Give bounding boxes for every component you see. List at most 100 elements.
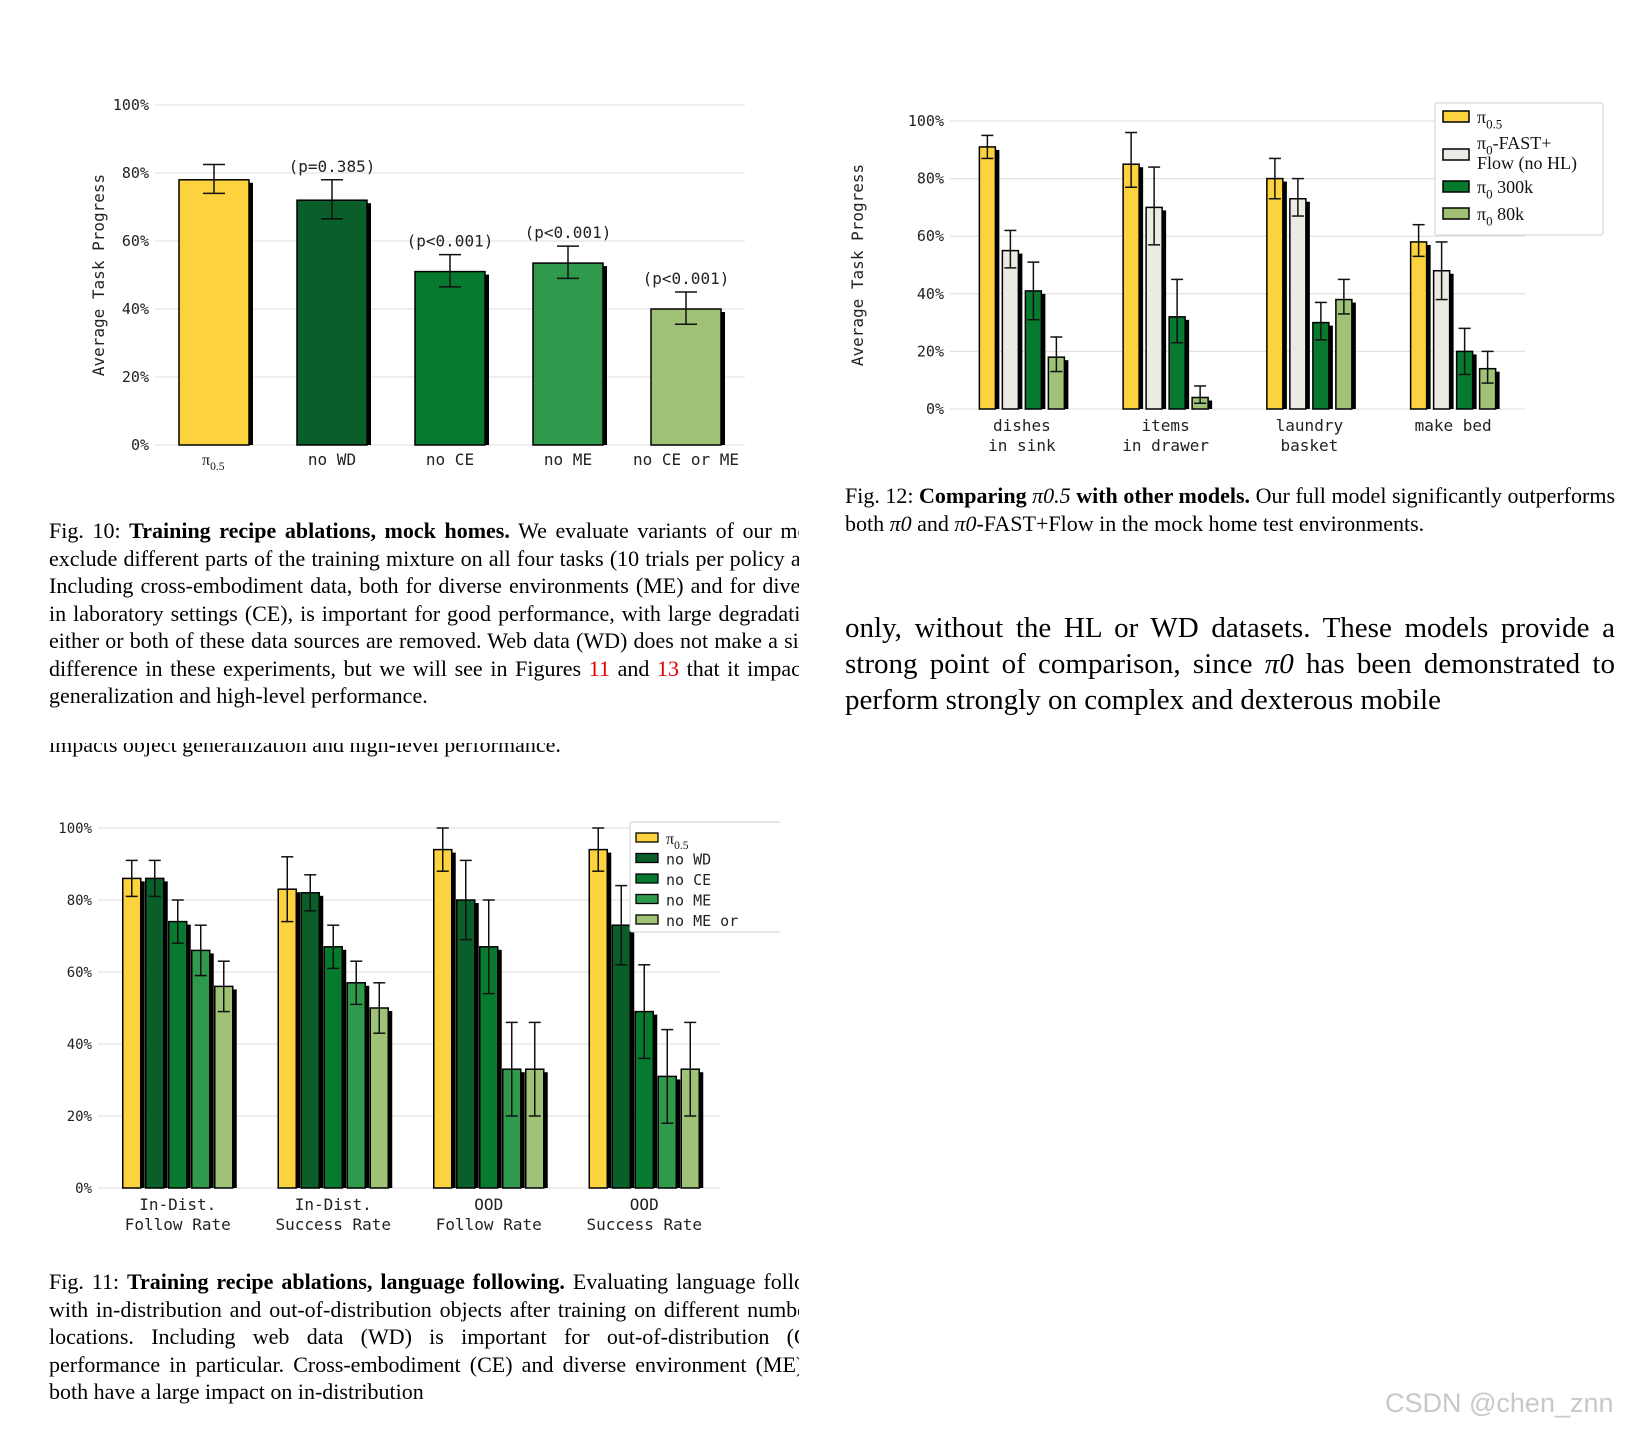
fig11-bar xyxy=(277,888,297,1189)
fig10-caption-label: Fig. 10: xyxy=(49,518,130,543)
watermark: CSDN @chen_znn xyxy=(1385,1388,1614,1418)
fig10-pvalue: (p<0.001) xyxy=(525,223,612,242)
fig11-xtick: Follow Rate xyxy=(125,1215,231,1234)
body-paragraph: only, without the HL or WD datasets. The… xyxy=(845,610,1615,720)
fig12-legend-swatch xyxy=(1442,110,1470,123)
fig10-caption-title: Training recipe ablations, mock homes. xyxy=(129,518,510,543)
fig11-ytick: 80% xyxy=(67,893,93,909)
fig12-bar xyxy=(1409,241,1428,410)
fig11-legend-box xyxy=(629,821,780,933)
fig11-bar xyxy=(300,892,320,1189)
fig11-bar xyxy=(191,949,211,1189)
fig10-xtick: no CE xyxy=(426,450,474,469)
fig11-chart: 0% 20% 40% 60% 80% 100% In-Dist. Follow Rate In-… xyxy=(40,808,780,1248)
fig12-xtick: laundry xyxy=(1276,416,1344,435)
fig11-caption-title: Training recipe ablations, language foll… xyxy=(127,1269,565,1294)
fig10-xtick: no ME xyxy=(544,450,592,469)
fig12-svg: 0% 20% 40% 60% 80% 100% Average Task Progress d… xyxy=(848,102,1604,455)
fig12-caption-text-3: -FAST+Flow in the mock home test environ… xyxy=(976,510,1425,536)
fig11-legend-label: no ME xyxy=(666,892,711,910)
fig12-bar xyxy=(1001,249,1020,410)
fig10-xtick: no CE or ME xyxy=(633,450,739,469)
fig10-xtick: π0.5 xyxy=(202,452,225,473)
fig10-ytick: 80% xyxy=(122,164,149,182)
fig12-caption-math-2: π0 xyxy=(954,510,977,536)
fig12-caption-text-1: Our full model significantly outperforms… xyxy=(845,483,1615,536)
fig10-ytick: 0% xyxy=(131,436,149,454)
fig12-caption-title-1: Comparing xyxy=(919,483,1033,508)
fig10-svg: 0% 20% 40% 60% 80% 100% Average Task Progress π… xyxy=(89,96,745,473)
fig11-caption-text: Evaluating language following with in-di… xyxy=(49,1269,799,1404)
fig11-bar xyxy=(122,877,142,1189)
fig11-caption-label: Fig. 11: xyxy=(49,1269,127,1294)
fig10-caption-overflow-text: impacts object generalization and high-l… xyxy=(49,743,561,757)
fig11-bar xyxy=(433,848,453,1189)
fig10-chart: 0% 20% 40% 60% 80% 100% Average Task Progress π… xyxy=(80,85,780,505)
fig12-xtick: items xyxy=(1142,416,1190,435)
fig12-xtick: dishes xyxy=(993,416,1051,435)
fig12-legend-label: π0 300k xyxy=(1477,177,1533,201)
fig11-bar xyxy=(456,899,476,1189)
fig11-legend-swatch xyxy=(635,852,659,864)
fig10-xtick: no WD xyxy=(308,450,356,469)
fig11-xtick: OOD xyxy=(630,1195,659,1214)
fig12-legend-box xyxy=(1434,102,1604,236)
fig12-legend-label: π0 80k xyxy=(1477,204,1524,228)
fig10-pvalue: (p<0.001) xyxy=(407,232,494,251)
fig11-bar xyxy=(145,877,165,1189)
fig12-ytick: 20% xyxy=(917,342,944,360)
fig11-ytick: 40% xyxy=(67,1037,93,1053)
fig11-bar xyxy=(588,848,608,1189)
fig11-ytick: 60% xyxy=(67,965,93,981)
fig11-bar xyxy=(369,1007,389,1189)
fig11-bar xyxy=(346,982,366,1189)
fig11-xtick: In-Dist. xyxy=(139,1195,216,1214)
body-text-1: only, without the HL or WD datasets. The… xyxy=(845,612,1615,680)
fig10-caption-ref-13[interactable]: 13 xyxy=(657,655,680,681)
fig10-ylabel: Average Task Progress xyxy=(89,174,108,376)
fig12-xtick: in sink xyxy=(988,436,1056,455)
body-text-2: has been demonstrated to perform strongl… xyxy=(845,648,1615,716)
fig11-legend-swatch xyxy=(635,893,659,905)
fig11-legend-label: no ME or xyxy=(666,912,738,930)
fig11-bar xyxy=(323,946,343,1189)
fig12-legend-label: π0-FAST+ xyxy=(1477,133,1551,157)
fig11-ytick: 0% xyxy=(75,1181,92,1197)
fig12-ytick: 100% xyxy=(908,112,944,130)
fig10-bar xyxy=(532,262,604,446)
fig12-caption-math-1: π0 xyxy=(889,510,912,536)
fig11-legend-swatch xyxy=(635,914,659,925)
fig11-bar xyxy=(214,985,234,1189)
fig11-xtick: In-Dist. xyxy=(295,1195,372,1214)
fig12-legend-label: π0.5 xyxy=(1477,107,1502,131)
body-text-math: π0 xyxy=(1264,648,1294,680)
fig10-ytick: 20% xyxy=(122,368,149,386)
fig10-bar xyxy=(296,199,368,446)
fig12-xtick: make bed xyxy=(1415,416,1492,435)
fig11-svg: 0%20%40%60%80%100%In-Dist.Follow RateIn-… xyxy=(58,821,780,1234)
fig12-bar xyxy=(1266,177,1284,410)
fig11-legend-swatch xyxy=(635,873,659,884)
fig10-ytick: 40% xyxy=(122,300,149,318)
fig12-legend-swatch xyxy=(1442,207,1470,220)
fig10-caption-ref-11[interactable]: 11 xyxy=(588,655,610,681)
fig12-caption-label: Fig. 12: xyxy=(845,483,920,508)
fig12-ytick: 40% xyxy=(917,285,944,303)
fig12-bar xyxy=(1335,298,1353,410)
fig12-legend-label-line2: Flow (no HL) xyxy=(1477,153,1577,174)
fig12-caption-title-2: with other models. xyxy=(1070,483,1251,508)
fig11-ytick: 100% xyxy=(58,821,92,837)
fig11-bar xyxy=(168,920,188,1189)
fig11-legend-label: π0.5 xyxy=(666,831,689,852)
fig12-ytick: 80% xyxy=(917,170,944,188)
fig12-caption-text-2: and xyxy=(911,510,955,536)
fig12-caption: Fig. 12: Comparing π0.5 with other model… xyxy=(845,482,1615,542)
fig10-caption-text-1: We evaluate variants of our model that e… xyxy=(49,518,799,681)
fig12-ytick: 60% xyxy=(917,227,944,245)
fig11-ytick: 20% xyxy=(67,1109,93,1125)
fig11-xtick: Success Rate xyxy=(586,1215,702,1234)
fig11-xtick: Follow Rate xyxy=(436,1215,542,1234)
fig11-xtick: Success Rate xyxy=(275,1215,391,1234)
fig11-legend-label: no WD xyxy=(666,851,711,869)
fig10-ytick: 100% xyxy=(113,96,149,114)
